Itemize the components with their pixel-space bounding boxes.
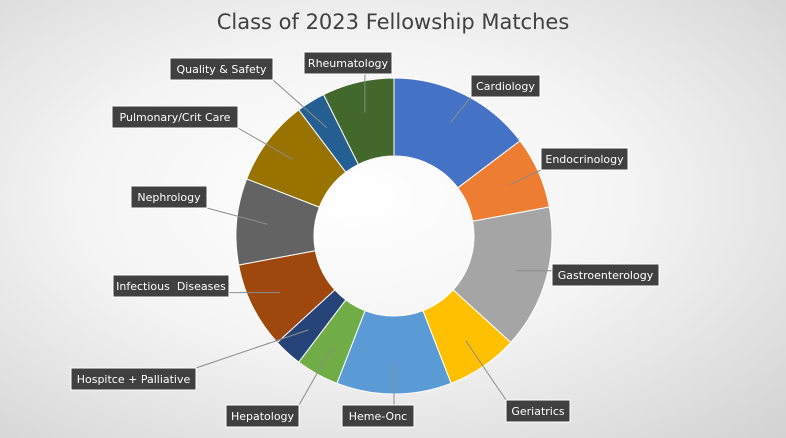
data-label-gastroenterology: Gastroenterology <box>551 263 660 287</box>
data-label-box <box>470 74 541 98</box>
data-label-pulmonary-crit-care: Pulmonary/Crit Care <box>111 105 239 129</box>
leader-line-endocrinology <box>509 169 542 186</box>
data-label-box <box>70 367 197 391</box>
data-label-hepatology: Hepatology <box>225 404 300 428</box>
data-label-infectious-diseases: Infectious Diseases <box>112 274 230 298</box>
leader-line-hepatology <box>298 346 333 406</box>
data-label-box <box>551 263 660 287</box>
data-label-text: Hospitce + Palliative <box>77 373 191 386</box>
data-label-box <box>225 404 300 428</box>
data-label-rheumatology: Rheumatology <box>303 51 393 75</box>
data-label-geriatrics: Geriatrics <box>505 399 571 423</box>
data-label-box <box>505 399 571 423</box>
data-label-text: Quality & Safety <box>176 63 267 76</box>
data-label-box <box>303 51 393 75</box>
data-label-text: Pulmonary/Crit Care <box>120 111 231 124</box>
data-label-text: Heme-Onc <box>349 410 407 423</box>
leader-line-hospitce-palliative <box>195 329 309 369</box>
data-label-text: Cardiology <box>476 80 535 93</box>
data-label-heme-onc: Heme-Onc <box>341 404 415 428</box>
data-label-text: Hepatology <box>231 410 295 423</box>
data-label-text: Gastroenterology <box>558 269 654 282</box>
slice-rheumatology <box>322 77 395 166</box>
data-label-box <box>112 274 230 298</box>
data-label-text: Nephrology <box>137 191 201 204</box>
leader-line-pulmonary-crit-care <box>237 127 293 160</box>
data-label-nephrology: Nephrology <box>130 185 208 209</box>
data-label-text: Endocrinology <box>545 153 624 166</box>
leader-line-geriatrics <box>465 340 507 401</box>
data-label-hospitce-palliative: Hospitce + Palliative <box>70 367 197 391</box>
data-label-endocrinology: Endocrinology <box>540 147 629 171</box>
data-label-quality-safety: Quality & Safety <box>169 57 274 81</box>
data-label-box <box>169 57 274 81</box>
data-label-box <box>111 105 239 129</box>
data-label-box <box>130 185 208 209</box>
data-label-box <box>341 404 415 428</box>
data-label-box <box>540 147 629 171</box>
leader-line-quality-safety <box>272 79 328 129</box>
data-label-text: Rheumatology <box>308 57 389 70</box>
data-label-cardiology: Cardiology <box>470 74 541 98</box>
chart-title: Class of 2023 Fellowship Matches <box>216 10 570 34</box>
leader-line-nephrology <box>206 207 268 225</box>
data-label-text: Geriatrics <box>511 405 565 418</box>
data-label-text: Infectious Diseases <box>116 280 226 293</box>
leader-line-cardiology <box>450 96 472 123</box>
